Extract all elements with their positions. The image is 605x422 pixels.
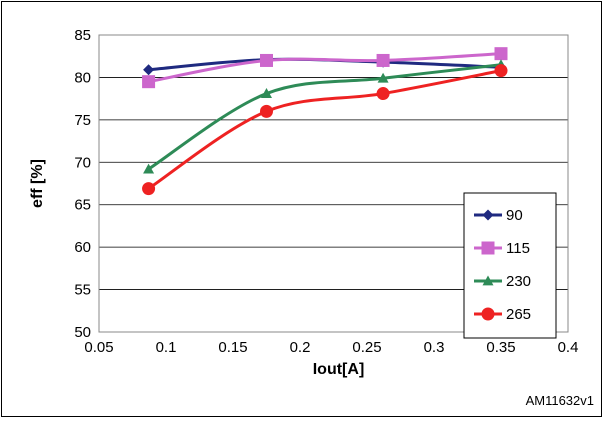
legend: 90 115 230 265 (463, 192, 557, 339)
data-point-265 (376, 87, 390, 101)
legend-marker (482, 275, 494, 286)
x-tick-label: 0.05 (84, 339, 113, 356)
legend-label: 90 (506, 207, 523, 224)
y-axis-label: eff [%] (29, 159, 46, 208)
legend-item-90: 90 (474, 207, 523, 224)
data-point-265 (260, 104, 273, 118)
series-230 (143, 59, 507, 174)
legend-label: 115 (506, 240, 530, 257)
x-tick-label: 0.3 (424, 339, 445, 356)
legend-marker (481, 241, 495, 255)
series-line-265 (147, 69, 502, 190)
series-line-230 (147, 63, 502, 171)
data-point-115 (376, 53, 390, 67)
y-tick-label: 50 (74, 324, 91, 341)
legend-item-265: 265 (474, 306, 531, 323)
legend-label: 265 (506, 306, 531, 323)
x-tick-label: 0.35 (486, 339, 515, 356)
y-tick-label: 75 (74, 112, 91, 129)
data-point-265 (494, 64, 508, 78)
data-point-230 (377, 72, 389, 83)
x-tick-label: 0.25 (352, 339, 381, 356)
series-group (142, 47, 508, 196)
x-tick-label: 0.2 (290, 339, 311, 356)
y-tick-label: 70 (74, 154, 91, 171)
x-tick-label: 0.4 (558, 339, 579, 356)
x-axis-label: Iout[A] (313, 361, 365, 378)
x-tick-label: 0.15 (218, 339, 247, 356)
reference-code: AM11632v1 (526, 393, 594, 408)
data-point-115 (142, 75, 156, 89)
series-line-115 (148, 52, 502, 84)
legend-label: 230 (506, 273, 531, 290)
x-tick-labels: 0.05 0.1 0.15 0.2 0.25 0.3 0.35 0.4 (84, 339, 578, 356)
y-tick-label: 60 (74, 239, 91, 256)
series-115 (142, 47, 508, 89)
y-tick-label: 80 (74, 69, 91, 86)
data-point-115 (494, 47, 508, 61)
x-tick-label: 0.1 (156, 339, 177, 356)
data-point-115 (260, 53, 273, 67)
y-tick-label: 55 (74, 282, 91, 299)
chart-frame: 50 55 60 65 70 75 80 85 0.05 0.1 0.15 0.2 0.25 0.3 0.… (1, 1, 602, 417)
data-point-230 (143, 163, 155, 174)
legend-item-230: 230 (474, 273, 531, 290)
data-point-230 (261, 88, 272, 98)
y-tick-labels: 50 55 60 65 70 75 80 85 (74, 27, 91, 341)
y-tick-label: 85 (74, 27, 91, 44)
y-tick-label: 65 (74, 197, 91, 214)
plot-area (98, 34, 569, 333)
series-265 (142, 64, 508, 196)
data-point-265 (142, 182, 156, 196)
data-point-90 (143, 64, 155, 76)
legend-item-115: 115 (474, 240, 530, 257)
legend-marker (481, 307, 495, 321)
legend-marker (482, 209, 494, 221)
